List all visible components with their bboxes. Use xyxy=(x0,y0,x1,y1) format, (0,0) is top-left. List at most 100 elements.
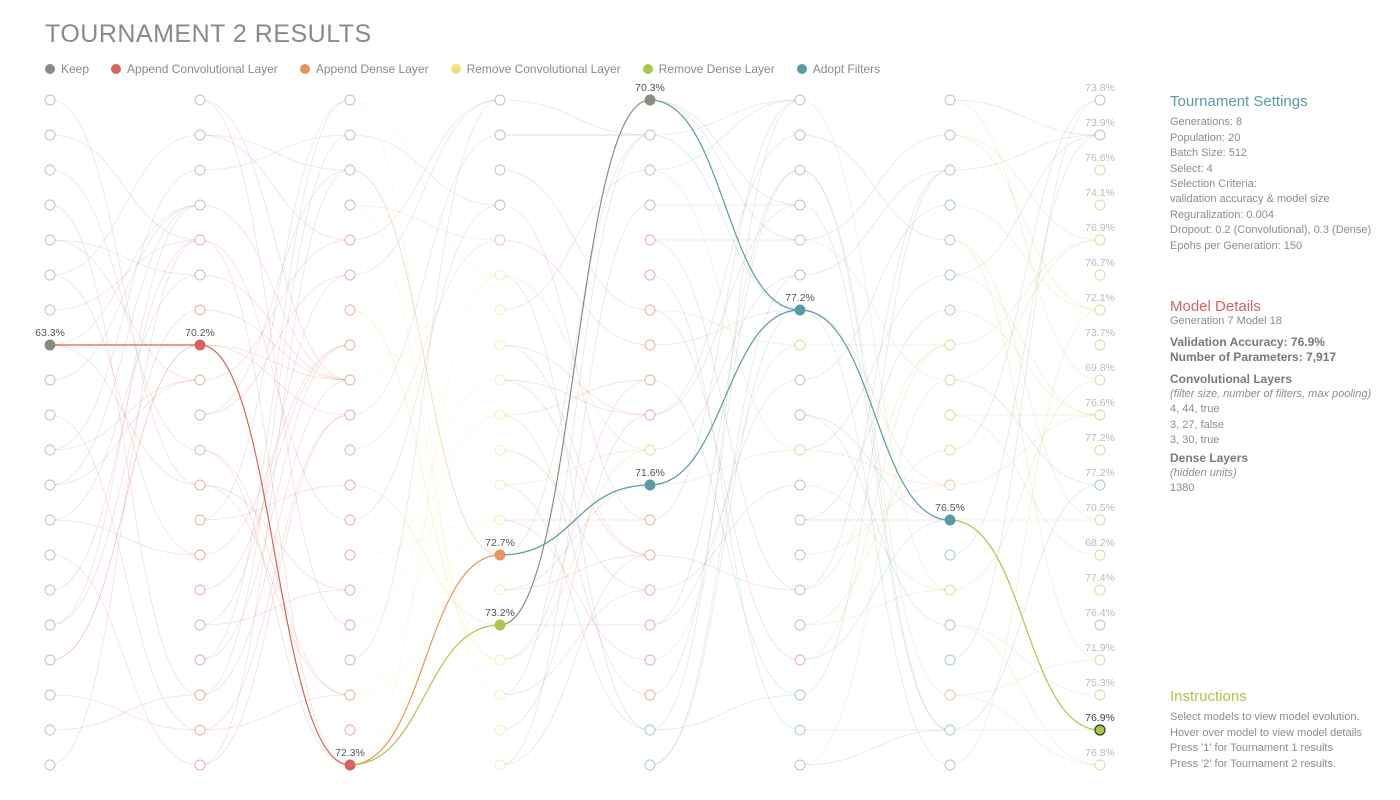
model-node[interactable] xyxy=(194,94,206,106)
model-node[interactable] xyxy=(344,619,356,631)
model-node[interactable] xyxy=(44,479,56,491)
model-node[interactable] xyxy=(644,164,656,176)
model-node[interactable] xyxy=(644,584,656,596)
model-node[interactable] xyxy=(344,479,356,491)
model-node[interactable] xyxy=(794,129,806,141)
model-node[interactable] xyxy=(794,374,806,386)
model-node[interactable] xyxy=(794,304,806,316)
model-node[interactable] xyxy=(794,94,806,106)
model-node[interactable] xyxy=(944,444,956,456)
model-node[interactable] xyxy=(44,724,56,736)
model-node[interactable] xyxy=(644,304,656,316)
model-node[interactable] xyxy=(44,129,56,141)
model-node[interactable] xyxy=(644,514,656,526)
model-node[interactable] xyxy=(644,409,656,421)
model-node[interactable] xyxy=(494,374,506,386)
model-node[interactable] xyxy=(44,584,56,596)
model-node[interactable] xyxy=(194,444,206,456)
model-node[interactable] xyxy=(794,654,806,666)
model-node[interactable] xyxy=(644,129,656,141)
model-node[interactable] xyxy=(44,304,56,316)
model-node[interactable] xyxy=(344,374,356,386)
model-node[interactable] xyxy=(194,514,206,526)
model-node[interactable] xyxy=(644,269,656,281)
model-node[interactable] xyxy=(1094,234,1106,246)
model-node[interactable] xyxy=(794,479,806,491)
model-node[interactable] xyxy=(494,724,506,736)
model-node[interactable] xyxy=(194,479,206,491)
model-node[interactable] xyxy=(644,94,656,106)
model-node[interactable] xyxy=(494,759,506,771)
model-node[interactable] xyxy=(944,584,956,596)
model-node[interactable] xyxy=(1094,304,1106,316)
model-node[interactable] xyxy=(344,724,356,736)
model-node[interactable] xyxy=(644,689,656,701)
model-node[interactable] xyxy=(344,549,356,561)
model-node[interactable] xyxy=(794,444,806,456)
model-node[interactable] xyxy=(494,164,506,176)
model-node[interactable] xyxy=(344,759,356,771)
model-node[interactable] xyxy=(494,514,506,526)
model-node[interactable] xyxy=(1094,94,1106,106)
model-node[interactable] xyxy=(944,549,956,561)
model-node[interactable] xyxy=(344,199,356,211)
model-node[interactable] xyxy=(344,514,356,526)
model-node[interactable] xyxy=(194,374,206,386)
model-node[interactable] xyxy=(494,409,506,421)
model-node[interactable] xyxy=(344,129,356,141)
model-node[interactable] xyxy=(494,444,506,456)
model-node[interactable] xyxy=(794,759,806,771)
model-node[interactable] xyxy=(1094,409,1106,421)
model-node[interactable] xyxy=(644,339,656,351)
model-node[interactable] xyxy=(1094,584,1106,596)
model-node[interactable] xyxy=(644,759,656,771)
model-node[interactable] xyxy=(644,619,656,631)
model-node[interactable] xyxy=(44,269,56,281)
model-node[interactable] xyxy=(944,129,956,141)
model-node[interactable] xyxy=(494,269,506,281)
model-node[interactable] xyxy=(494,689,506,701)
model-node[interactable] xyxy=(944,304,956,316)
model-node[interactable] xyxy=(944,654,956,666)
model-node[interactable] xyxy=(194,129,206,141)
model-node[interactable] xyxy=(944,234,956,246)
model-node[interactable] xyxy=(44,689,56,701)
model-node[interactable] xyxy=(644,234,656,246)
model-node[interactable] xyxy=(794,199,806,211)
model-node[interactable] xyxy=(1094,444,1106,456)
model-node[interactable] xyxy=(194,759,206,771)
model-node[interactable] xyxy=(44,444,56,456)
model-node[interactable] xyxy=(344,164,356,176)
model-node[interactable] xyxy=(1094,514,1106,526)
model-node[interactable] xyxy=(344,689,356,701)
model-node[interactable] xyxy=(1094,339,1106,351)
model-node[interactable] xyxy=(194,199,206,211)
model-node[interactable] xyxy=(494,479,506,491)
model-node[interactable] xyxy=(44,759,56,771)
model-node[interactable] xyxy=(194,619,206,631)
model-node[interactable] xyxy=(1094,199,1106,211)
model-node[interactable] xyxy=(1094,269,1106,281)
model-node[interactable] xyxy=(44,339,56,351)
evolution-graph[interactable]: 63.3% 70.2% 72.3% 72.7% 73.2% 70.3% 71.6% 77.2%… xyxy=(0,0,1160,800)
model-node[interactable] xyxy=(194,689,206,701)
model-node[interactable] xyxy=(1094,619,1106,631)
model-node[interactable] xyxy=(344,444,356,456)
model-node[interactable] xyxy=(1094,129,1106,141)
model-node[interactable] xyxy=(44,409,56,421)
model-node[interactable] xyxy=(794,724,806,736)
model-node[interactable] xyxy=(644,549,656,561)
model-node[interactable] xyxy=(944,339,956,351)
model-node[interactable] xyxy=(1094,549,1106,561)
model-node[interactable] xyxy=(344,304,356,316)
model-node[interactable] xyxy=(644,654,656,666)
model-node[interactable] xyxy=(794,619,806,631)
model-node[interactable] xyxy=(494,129,506,141)
model-node[interactable] xyxy=(794,514,806,526)
model-node[interactable] xyxy=(944,689,956,701)
model-node[interactable] xyxy=(644,199,656,211)
model-node[interactable] xyxy=(44,654,56,666)
model-node[interactable] xyxy=(944,269,956,281)
model-node[interactable] xyxy=(794,234,806,246)
model-node[interactable] xyxy=(944,479,956,491)
